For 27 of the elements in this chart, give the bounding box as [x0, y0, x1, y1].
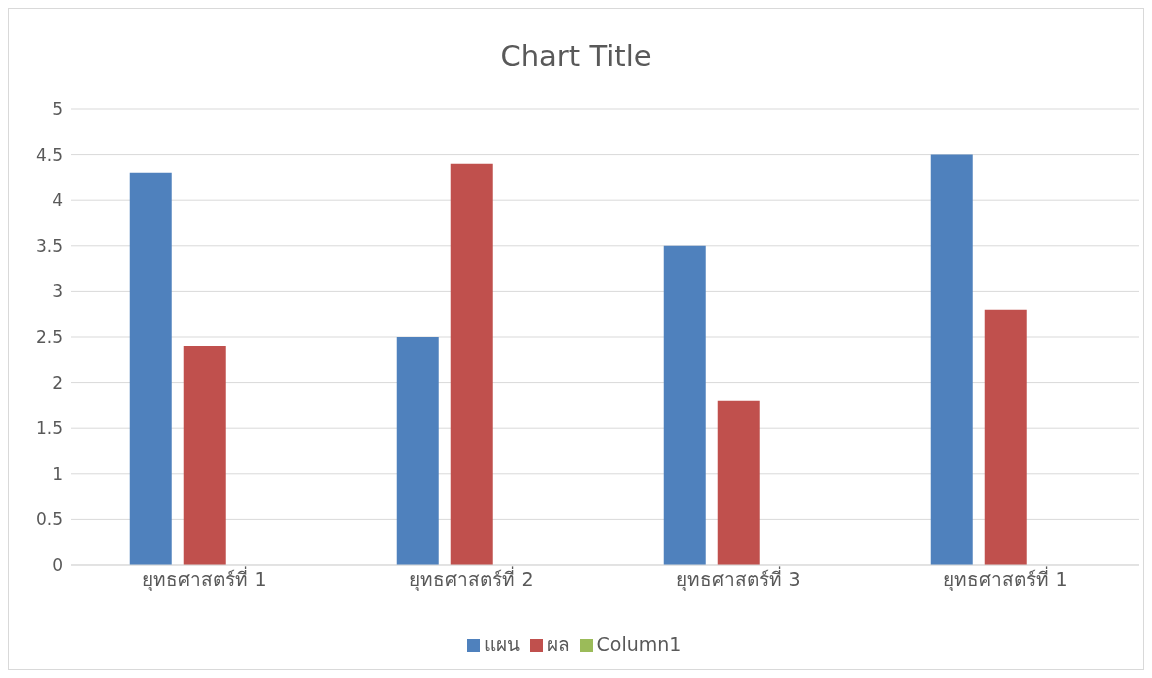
y-tick-label: 1.5	[35, 418, 63, 439]
chart-title: Chart Title	[499, 38, 653, 75]
bar	[129, 172, 172, 565]
bar	[450, 163, 493, 565]
x-tick-label: ยุทธศาสตร์ที่ 2	[409, 566, 534, 593]
y-tick-label: 4	[52, 190, 63, 211]
y-tick-label: 3.5	[35, 235, 63, 256]
y-tick-label: 0	[52, 555, 63, 576]
legend-label: แผน	[483, 633, 520, 655]
bar	[984, 309, 1027, 565]
y-tick-label: 1	[52, 463, 63, 484]
x-tick-label: ยุทธศาสตร์ที่ 1	[943, 566, 1068, 593]
legend-label: ผล	[546, 633, 570, 655]
bar	[663, 245, 706, 565]
bar	[930, 154, 973, 565]
y-tick-label: 0.5	[35, 509, 63, 530]
y-tick-label: 5	[52, 99, 63, 120]
y-tick-label: 4.5	[35, 144, 63, 165]
y-tick-label: 3	[52, 281, 63, 302]
bar	[396, 337, 439, 565]
y-tick-label: 2	[52, 372, 63, 393]
x-tick-label: ยุทธศาสตร์ที่ 1	[142, 566, 267, 593]
bar	[717, 400, 760, 565]
y-tick-label: 2.5	[35, 327, 63, 348]
legend-label: Column1	[596, 633, 682, 655]
bar	[183, 346, 226, 565]
x-tick-label: ยุทธศาสตร์ที่ 3	[676, 566, 801, 593]
